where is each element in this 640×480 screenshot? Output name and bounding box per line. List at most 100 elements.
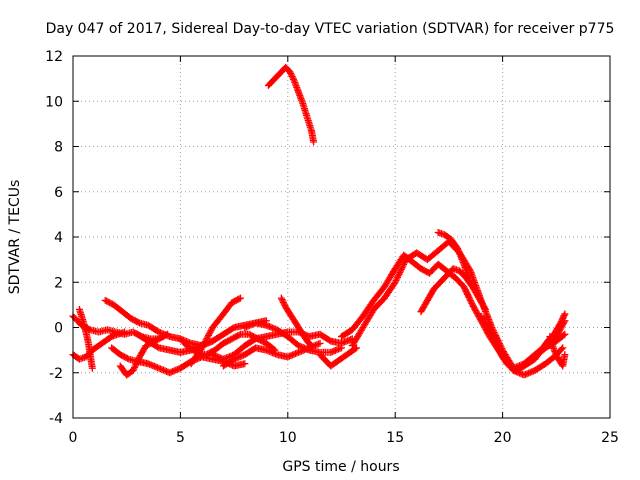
data-point [560,331,568,339]
data-point [560,311,568,319]
data-point [235,331,243,339]
data-point [289,74,297,82]
data-point [559,313,567,321]
data-point [206,328,214,336]
series-track-n [316,344,361,370]
data-point [464,292,472,300]
data-point [552,351,560,359]
data-point [134,318,142,326]
data-point [397,267,405,275]
data-point [278,296,286,304]
data-point [461,286,469,294]
data-point [466,295,474,303]
data-point [558,316,566,324]
axes: 0 5 10 15 20 25 -4 -2 0 2 4 6 8 10 12 [45,49,619,446]
data-point [559,314,567,322]
data-point [460,283,468,291]
data-point [490,335,498,343]
data-point [558,345,566,353]
data-point [158,333,166,341]
data-point [205,330,213,338]
data-point [199,342,207,350]
data-point [235,295,243,303]
data-point [131,363,139,371]
chart-title: Day 047 of 2017, Sidereal Day-to-day VTE… [46,21,615,37]
data-point [492,338,500,346]
series-track-i [187,294,245,368]
y-tick-label: 4 [54,230,63,246]
data-point [481,305,489,313]
data-point [204,331,212,339]
data-point [397,265,405,273]
data-point [489,332,497,340]
data-point [393,275,401,283]
data-point [201,338,209,346]
data-point [198,344,206,352]
y-tick-label: 8 [54,140,63,156]
data-point [561,330,569,338]
series-track-s [434,228,474,286]
data-point [465,293,473,301]
data-point [552,349,560,357]
data-point [488,330,496,338]
data-point [241,360,249,368]
data-point [207,327,215,335]
data-point [467,298,475,306]
data-point [497,350,505,358]
data-point [310,138,318,146]
data-point [338,344,345,352]
data-point [493,342,501,350]
data-point [400,260,408,268]
data-point [394,273,402,281]
data-point [121,328,129,336]
y-axis-label: SDTVAR / TECUs [7,180,23,295]
x-axis-label: GPS time / hours [282,459,399,475]
data-point [494,343,502,351]
data-point [550,346,558,354]
data-point [487,329,495,337]
data-point [134,356,142,364]
data-point [561,351,569,359]
data-point [159,333,167,341]
data-point [395,270,403,278]
data-point [132,360,140,368]
data-point [203,334,211,342]
data-point [481,304,489,312]
y-tick-label: 2 [54,275,63,291]
x-tick-label: 0 [69,430,78,446]
data-point [391,278,399,286]
data-point [287,69,295,77]
data-point [398,264,406,272]
x-tick-label: 15 [386,430,404,446]
data-point [559,344,567,352]
x-tick-label: 10 [279,430,297,446]
data-point [279,297,287,305]
data-point [123,354,131,362]
data-point [553,352,561,360]
x-tick-label: 5 [176,430,185,446]
data-point [88,364,96,372]
y-tick-label: -4 [49,411,63,427]
data-point [466,296,474,304]
y-tick-label: 6 [54,185,63,201]
data-point [316,339,324,347]
data-point [462,287,470,295]
data-point [557,317,565,325]
data-point [131,362,139,370]
data-point [463,289,471,297]
y-tick-label: 12 [45,49,63,65]
grid-lines [73,56,610,418]
data-point [394,272,402,280]
data-point [133,357,141,365]
series-track-m [277,294,315,350]
data-point [351,345,359,353]
data-point [204,333,212,341]
data-point [237,294,245,302]
data-point [557,319,565,327]
x-tick-label: 20 [494,430,512,446]
data-point [496,348,504,356]
data-point [399,262,407,270]
data-point [277,294,285,302]
data-point [353,344,361,352]
y-tick-label: 10 [45,94,63,110]
